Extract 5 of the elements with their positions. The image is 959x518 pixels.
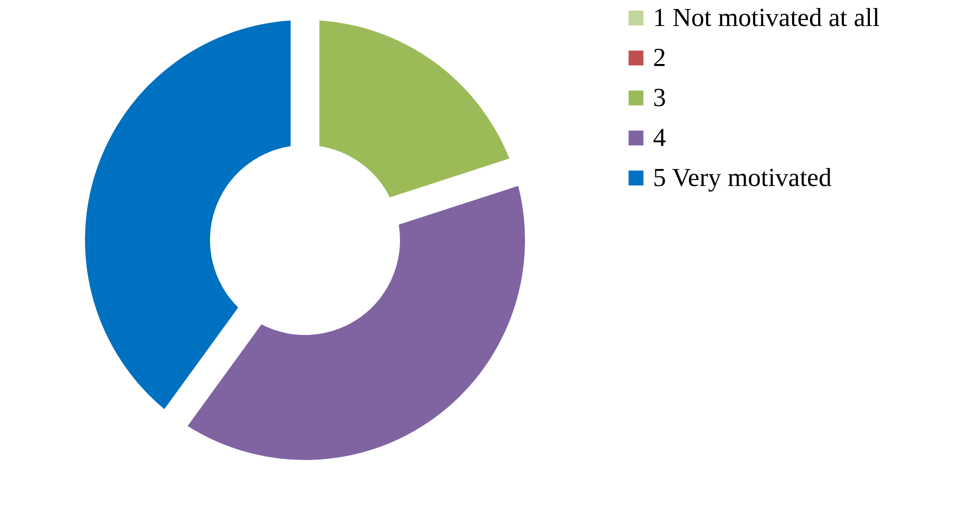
legend-label: 2 xyxy=(653,43,666,72)
legend-label: 1 Not motivated at all xyxy=(653,3,880,32)
legend-label: 4 xyxy=(653,123,666,152)
legend-label: 5 Very motivated xyxy=(653,163,832,192)
legend-label: 3 xyxy=(653,83,666,112)
